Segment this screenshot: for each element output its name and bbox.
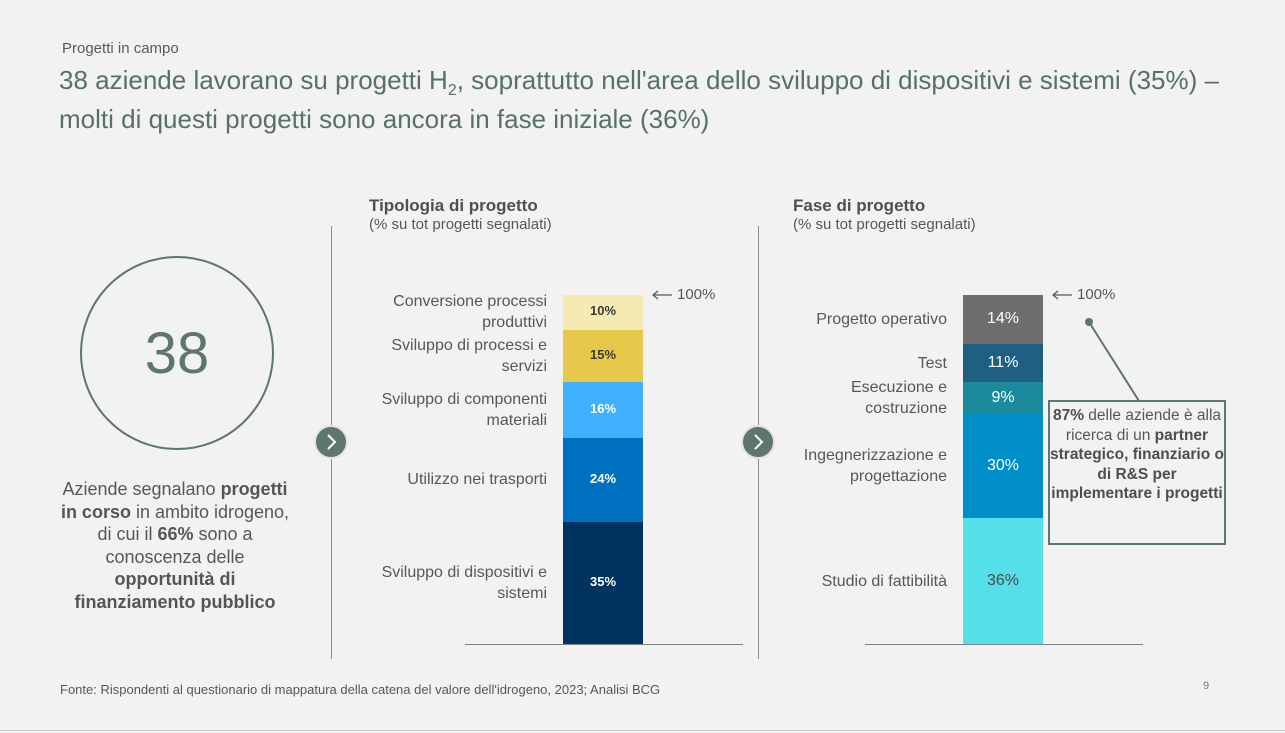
data-label: 14% bbox=[986, 310, 1020, 328]
category-label: Esecuzione e costruzione bbox=[850, 378, 947, 417]
bar-segment bbox=[563, 521, 643, 644]
category-label: Utilizzo nei trasporti bbox=[407, 471, 547, 489]
bar-segment bbox=[963, 518, 1043, 644]
bottom-rule bbox=[0, 730, 1285, 731]
chart-subtitle: (% su tot progetti segnalati) bbox=[793, 216, 976, 233]
category-label: Sviluppo di processi e servizi bbox=[391, 337, 547, 376]
kpi-text-2: in ambito idrogeno, di cui il bbox=[97, 501, 290, 545]
bar-segment bbox=[563, 295, 643, 330]
callout-box: 87% delle aziende è alla ricerca di un p… bbox=[1048, 400, 1226, 545]
chart-fase: 36% Studio di fattibilità 30% Ingegnerizzaz… bbox=[765, 280, 1175, 650]
chart-baseline bbox=[865, 644, 1143, 645]
page-number: 9 bbox=[1203, 680, 1210, 692]
category-label: Progetto operativo bbox=[816, 310, 947, 328]
bar-segment bbox=[963, 382, 1043, 414]
callout-text-1: delle aziende è alla ricerca di un bbox=[1065, 407, 1222, 444]
kpi-value: 38 bbox=[144, 320, 210, 386]
bar-segment bbox=[563, 382, 643, 439]
chart-fase-header: Fase di progetto (% su tot progetti segn… bbox=[793, 196, 976, 233]
data-label: 15% bbox=[589, 347, 617, 363]
category-label: Conversione processi produttivi bbox=[393, 293, 547, 332]
title-part1: 38 aziende lavorano su progetti H bbox=[59, 65, 448, 95]
kpi-bold-1: progetti in corso bbox=[60, 479, 288, 522]
bar-segment bbox=[563, 438, 643, 522]
total-label: 100% bbox=[651, 286, 715, 303]
total-label: 100% bbox=[1051, 286, 1115, 303]
kpi-circle: 38 bbox=[80, 256, 274, 450]
category-label: Sviluppo di dispositivi e sistemi bbox=[381, 563, 547, 602]
arrow-left-icon bbox=[1051, 290, 1072, 300]
chevron-right-icon[interactable] bbox=[741, 425, 775, 459]
callout-connector bbox=[1085, 318, 1140, 402]
callout-bold-1: 87% bbox=[1052, 407, 1084, 424]
arrow-left-icon bbox=[651, 290, 672, 300]
category-label: Test bbox=[917, 354, 947, 372]
category-label: Studio di fattibilità bbox=[821, 572, 947, 590]
kpi-bold-3: opportunità di finanziamento pubblico bbox=[74, 569, 276, 612]
section-kicker: Progetti in campo bbox=[62, 40, 179, 57]
chart-title: Tipologia di progetto bbox=[369, 196, 538, 215]
data-label: 11% bbox=[987, 354, 1019, 372]
chevron-right-icon[interactable] bbox=[314, 425, 348, 459]
data-label: 10% bbox=[589, 303, 617, 319]
chart-tipologia: 35% Sviluppo di dispositivi e sistemi 24% U… bbox=[340, 280, 750, 650]
bar-segment bbox=[963, 413, 1043, 519]
chart-tipologia-header: Tipologia di progetto (% su tot progetti… bbox=[369, 196, 552, 233]
kpi-bold-2: 66% bbox=[157, 524, 194, 544]
data-label: 35% bbox=[589, 573, 617, 589]
bar-segment bbox=[963, 343, 1043, 383]
chart-baseline bbox=[465, 644, 743, 645]
source-footnote: Fonte: Rispondenti al questionario di ma… bbox=[60, 682, 661, 697]
chart-title: Fase di progetto bbox=[793, 196, 926, 215]
data-label: 36% bbox=[986, 572, 1020, 590]
data-label: 24% bbox=[589, 470, 617, 486]
page-title: 38 aziende lavorano su progetti H2, sopr… bbox=[59, 65, 1249, 135]
data-label: 9% bbox=[991, 388, 1015, 406]
kpi-text-3: sono a conoscenza delle bbox=[105, 524, 253, 567]
bar-segment bbox=[963, 295, 1043, 344]
data-label: 30% bbox=[986, 457, 1020, 474]
callout-bold-2: partner strategico, finanziario o di R&S… bbox=[1050, 426, 1224, 503]
category-label: Sviluppo di componenti materiali bbox=[381, 391, 547, 430]
data-label: 16% bbox=[589, 401, 617, 417]
kpi-description: Aziende segnalano progetti in corso in a… bbox=[55, 478, 295, 613]
chart-subtitle: (% su tot progetti segnalati) bbox=[369, 216, 552, 233]
title-subscript: 2 bbox=[447, 82, 457, 100]
bar-segment bbox=[563, 329, 643, 383]
title-part2: , soprattutto nell'area dello sviluppo d… bbox=[59, 65, 1219, 135]
category-label: Ingegnerizzazione e progettazione bbox=[803, 447, 947, 485]
kpi-text-1: Aziende segnalano bbox=[62, 479, 221, 499]
